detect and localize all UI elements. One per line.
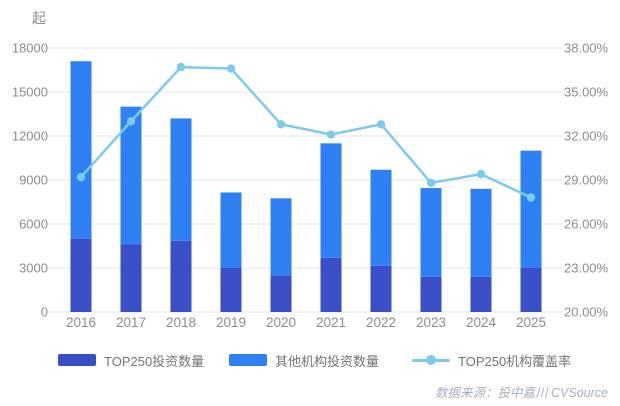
x-axis-label-2018: 2018 bbox=[166, 315, 196, 330]
bar-2021-top250 bbox=[320, 257, 342, 312]
bar-2019-top250 bbox=[220, 268, 242, 312]
bar-2017-top250 bbox=[120, 244, 142, 312]
coverage-point-2018 bbox=[176, 62, 186, 72]
bar-2016-top250 bbox=[70, 238, 92, 312]
bar-2023-other bbox=[420, 188, 442, 277]
left-axis-tick-9000: 9000 bbox=[19, 173, 48, 188]
legend-label: TOP250投资数量 bbox=[104, 353, 205, 369]
x-axis-label-2021: 2021 bbox=[316, 315, 346, 330]
legend-item-other-investments[interactable]: 其他机构投资数量 bbox=[229, 351, 379, 369]
coverage-point-2023 bbox=[426, 178, 436, 188]
bar-2023-top250 bbox=[420, 276, 442, 312]
legend-item-top250-investments[interactable]: TOP250投资数量 bbox=[58, 351, 204, 369]
left-axis-tick-6000: 6000 bbox=[19, 217, 48, 232]
left-axis-tick-18000: 18000 bbox=[12, 41, 48, 56]
x-axis-label-2024: 2024 bbox=[466, 315, 497, 330]
legend-swatch-light-blue bbox=[229, 354, 267, 366]
bar-2024-top250 bbox=[470, 276, 492, 312]
left-axis-tick-3000: 3000 bbox=[19, 261, 48, 276]
bar-2020-other bbox=[270, 198, 292, 276]
chart-legend: TOP250投资数量 其他机构投资数量 TOP250机构覆盖率 bbox=[0, 351, 620, 369]
bar-2016-other bbox=[70, 61, 92, 239]
right-axis-tick-23.00%: 23.00% bbox=[564, 261, 609, 276]
coverage-point-2019 bbox=[226, 64, 236, 73]
coverage-point-2020 bbox=[276, 120, 286, 129]
coverage-point-2016 bbox=[76, 172, 86, 182]
legend-label: TOP250机构覆盖率 bbox=[458, 353, 572, 369]
coverage-point-2017 bbox=[126, 117, 136, 126]
legend-item-coverage-rate[interactable]: TOP250机构覆盖率 bbox=[412, 351, 571, 369]
bar-2020-top250 bbox=[270, 275, 292, 312]
coverage-point-2022 bbox=[376, 120, 386, 129]
right-axis-tick-26.00%: 26.00% bbox=[564, 217, 609, 232]
plot-area: 0 3000 6000 9000 12000 15000 18000 20.00% 23.00%… bbox=[12, 41, 609, 331]
bar-2025-other bbox=[520, 150, 542, 268]
bar-2022-other bbox=[370, 169, 392, 266]
right-axis-tick-20.00%: 20.00% bbox=[564, 305, 609, 320]
bar-2025-top250 bbox=[520, 268, 542, 312]
left-axis-tick-12000: 12000 bbox=[12, 129, 48, 144]
bar-2022-top250 bbox=[370, 265, 392, 312]
coverage-point-2021 bbox=[326, 130, 336, 139]
left-axis-tick-0: 0 bbox=[41, 305, 48, 320]
bar-2018-top250 bbox=[170, 240, 192, 312]
x-axis-label-2023: 2023 bbox=[416, 315, 446, 330]
y-axis-unit-label: 起 bbox=[32, 10, 46, 26]
bar-2019-other bbox=[220, 192, 242, 268]
x-axis-label-2020: 2020 bbox=[266, 315, 296, 330]
bar-2021-other bbox=[320, 143, 342, 258]
right-axis-tick-35.00%: 35.00% bbox=[564, 85, 609, 100]
x-axis-label-2025: 2025 bbox=[516, 315, 546, 330]
legend-line-marker-icon bbox=[412, 354, 450, 366]
coverage-rate-line bbox=[79, 65, 533, 199]
left-axis-tick-15000: 15000 bbox=[12, 85, 48, 100]
legend-swatch-dark-blue bbox=[58, 354, 96, 366]
bar-2018-other bbox=[170, 118, 192, 241]
x-axis-label-2022: 2022 bbox=[366, 315, 396, 330]
x-axis-label-2017: 2017 bbox=[116, 315, 146, 330]
right-axis-tick-32.00%: 32.00% bbox=[564, 129, 609, 144]
data-source-note: 数据来源：投中嘉川 CVSource bbox=[435, 386, 608, 400]
right-axis-tick-29.00%: 29.00% bbox=[564, 173, 609, 188]
coverage-point-2025 bbox=[526, 193, 536, 202]
coverage-point-2024 bbox=[476, 169, 486, 179]
legend-label: 其他机构投资数量 bbox=[275, 353, 380, 369]
x-axis-label-2016: 2016 bbox=[66, 315, 96, 330]
right-axis-tick-38.00%: 38.00% bbox=[564, 41, 609, 56]
bar-2024-other bbox=[470, 188, 492, 277]
bar-2017-other bbox=[120, 106, 142, 245]
x-axis-label-2019: 2019 bbox=[216, 315, 246, 330]
